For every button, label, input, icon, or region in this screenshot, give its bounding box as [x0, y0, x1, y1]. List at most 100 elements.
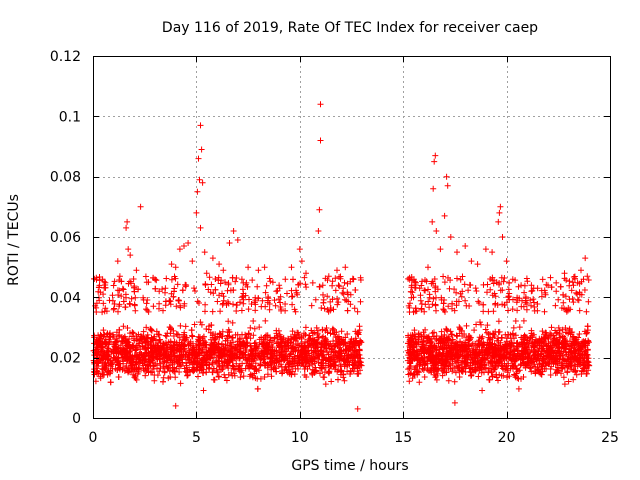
- data-point: [435, 351, 442, 358]
- data-point: [315, 350, 322, 357]
- data-point: [440, 300, 447, 307]
- y-axis-label: ROTI / TECUs: [6, 194, 22, 286]
- data-point: [137, 349, 144, 356]
- axis-ticks: [93, 56, 611, 419]
- data-point: [484, 351, 491, 358]
- data-point: [539, 357, 546, 364]
- data-point: [429, 301, 436, 308]
- data-point: [412, 279, 419, 286]
- data-point: [545, 350, 551, 357]
- data-point: [416, 379, 423, 386]
- data-point: [115, 362, 122, 369]
- data-point: [537, 351, 544, 358]
- data-point: [151, 372, 158, 378]
- data-point: [520, 317, 527, 324]
- data-point: [163, 363, 170, 370]
- data-point: [528, 302, 534, 309]
- data-point: [412, 350, 418, 356]
- data-point: [341, 377, 348, 384]
- data-point: [203, 362, 210, 369]
- data-point: [162, 285, 169, 292]
- data-point: [415, 338, 422, 345]
- data-point: [206, 274, 213, 281]
- data-point: [271, 297, 278, 304]
- data-point: [565, 330, 572, 337]
- data-point: [335, 376, 341, 383]
- data-point: [101, 350, 108, 356]
- data-point: [506, 279, 513, 286]
- data-point: [257, 375, 264, 382]
- data-point: [211, 348, 218, 355]
- data-point: [545, 340, 552, 347]
- data-point: [340, 341, 347, 348]
- data-point: [417, 331, 424, 338]
- data-point: [154, 356, 161, 363]
- data-point: [147, 338, 154, 345]
- data-point: [142, 356, 149, 363]
- data-point: [118, 278, 125, 285]
- data-point: [163, 333, 170, 340]
- data-point: [433, 228, 440, 234]
- data-point: [225, 371, 232, 378]
- data-point: [416, 285, 423, 292]
- data-point: [494, 337, 500, 344]
- x-tick-label: 25: [601, 430, 619, 446]
- data-point: [503, 349, 510, 356]
- data-point: [412, 339, 419, 346]
- data-point: [171, 273, 178, 280]
- data-point: [309, 279, 316, 286]
- data-point: [177, 322, 184, 329]
- data-point: [221, 359, 228, 366]
- data-point: [532, 354, 539, 361]
- data-point: [328, 378, 335, 385]
- data-point: [536, 355, 542, 362]
- data-point: [459, 288, 466, 295]
- data-point: [332, 287, 339, 294]
- data-point: [261, 264, 268, 271]
- data-point: [456, 374, 463, 380]
- data-point: [282, 301, 289, 307]
- data-point: [227, 339, 234, 346]
- data-point: [461, 331, 468, 337]
- data-point: [477, 359, 484, 366]
- data-point: [203, 369, 210, 376]
- data-point: [578, 371, 585, 377]
- data-point: [517, 361, 524, 368]
- data-point: [354, 354, 361, 361]
- data-point: [190, 350, 197, 357]
- data-point: [232, 344, 239, 350]
- data-point: [273, 368, 280, 375]
- data-point: [91, 275, 98, 282]
- data-point: [250, 318, 257, 324]
- data-point: [341, 352, 348, 359]
- data-point: [301, 343, 308, 350]
- data-point: [354, 330, 361, 337]
- data-point: [222, 337, 229, 344]
- data-point: [212, 286, 219, 293]
- data-point: [581, 339, 588, 346]
- data-point: [436, 358, 443, 365]
- data-point: [262, 303, 269, 310]
- data-point: [116, 326, 123, 333]
- data-point: [168, 261, 175, 268]
- data-point: [430, 295, 437, 302]
- data-point: [314, 344, 321, 351]
- data-point: [420, 335, 427, 342]
- data-point: [583, 370, 590, 377]
- data-point: [358, 339, 365, 346]
- data-point: [188, 355, 195, 361]
- data-point: [449, 360, 456, 367]
- data-point: [296, 246, 303, 253]
- data-point: [202, 281, 209, 288]
- data-point: [287, 351, 293, 358]
- data-point: [194, 298, 201, 305]
- data-point: [513, 345, 520, 352]
- data-point: [332, 275, 339, 282]
- data-point: [495, 318, 502, 325]
- data-point: [410, 294, 417, 301]
- data-point: [407, 288, 414, 295]
- data-point: [512, 332, 519, 339]
- data-point: [417, 297, 424, 304]
- data-point: [143, 300, 150, 307]
